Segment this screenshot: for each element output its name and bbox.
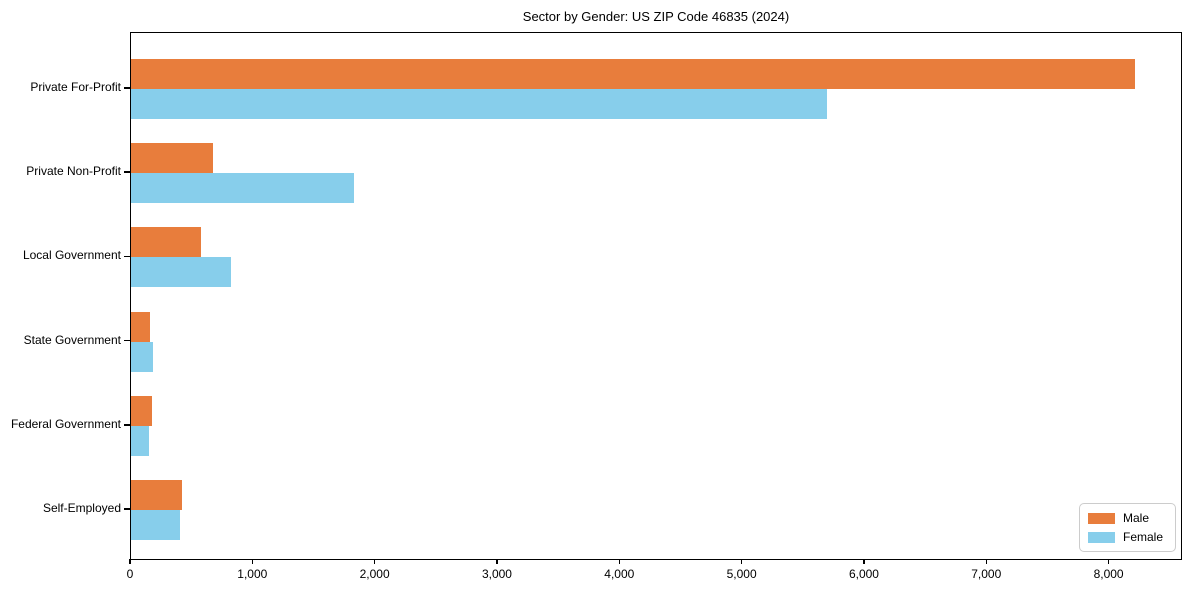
bar-male-local-government	[131, 227, 201, 258]
x-tick-label-3,000: 3,000	[481, 567, 512, 581]
legend-item-male: Male	[1087, 511, 1163, 525]
x-tick-mark-6,000	[863, 558, 865, 564]
x-tick-mark-5,000	[740, 558, 743, 564]
legend-item-female: Female	[1087, 530, 1163, 544]
x-tick-mark-0	[129, 558, 131, 564]
y-tick-label-self-employed: Self-Employed	[42, 501, 121, 515]
bar-male-self-employed	[131, 480, 183, 510]
x-tick-mark-1,000	[251, 558, 254, 564]
x-tick-mark-3,000	[496, 558, 498, 564]
x-tick-label-8,000: 8,000	[1093, 567, 1124, 581]
y-tick-label-private-for-profit: Private For-Profit	[30, 80, 121, 94]
x-tick-mark-7,000	[985, 558, 988, 564]
bar-male-state-government	[131, 311, 150, 342]
bar-male-federal-government	[131, 395, 152, 426]
legend-swatch-male	[1087, 512, 1115, 524]
y-tick-label-state-government: State Government	[23, 332, 121, 347]
x-tick-label-7,000: 7,000	[971, 567, 1002, 581]
legend-label-female: Female	[1122, 530, 1163, 544]
y-tick-mark-federal-government	[124, 424, 130, 426]
bar-female-private-for-profit	[131, 89, 828, 119]
legend-label-male: Male	[1122, 511, 1149, 525]
bar-female-local-government	[131, 257, 232, 288]
x-tick-mark-2,000	[373, 558, 376, 564]
y-tick-label-local-government: Local Government	[22, 248, 121, 263]
x-tick-mark-8,000	[1107, 558, 1110, 564]
y-tick-mark-private-for-profit	[124, 87, 130, 89]
bar-male-private-for-profit	[131, 59, 1136, 89]
x-tick-label-1,000: 1,000	[237, 567, 268, 581]
x-tick-label-6,000: 6,000	[848, 567, 879, 581]
x-tick-label-4,000: 4,000	[604, 567, 635, 581]
legend-swatch-female	[1087, 531, 1115, 543]
y-tick-mark-self-employed	[124, 508, 130, 510]
y-tick-label-private-non-profit: Private Non-Profit	[26, 164, 121, 179]
legend: Male Female	[1078, 503, 1176, 552]
y-tick-label-federal-government: Federal Government	[10, 416, 121, 431]
plot-area: Male Female	[130, 32, 1182, 560]
bar-female-private-non-profit	[131, 173, 355, 204]
bar-female-self-employed	[131, 510, 180, 540]
x-tick-label-0: 0	[126, 567, 134, 581]
y-tick-mark-local-government	[124, 255, 130, 258]
x-tick-mark-4,000	[618, 558, 621, 564]
chart-title: Sector by Gender: US ZIP Code 46835 (202…	[522, 9, 790, 24]
y-tick-mark-state-government	[124, 339, 130, 342]
x-tick-label-5,000: 5,000	[726, 567, 757, 581]
bar-female-state-government	[131, 341, 154, 372]
bar-female-federal-government	[131, 425, 149, 456]
x-tick-label-2,000: 2,000	[359, 567, 390, 581]
bar-male-private-non-profit	[131, 143, 213, 174]
y-tick-mark-private-non-profit	[124, 171, 130, 173]
